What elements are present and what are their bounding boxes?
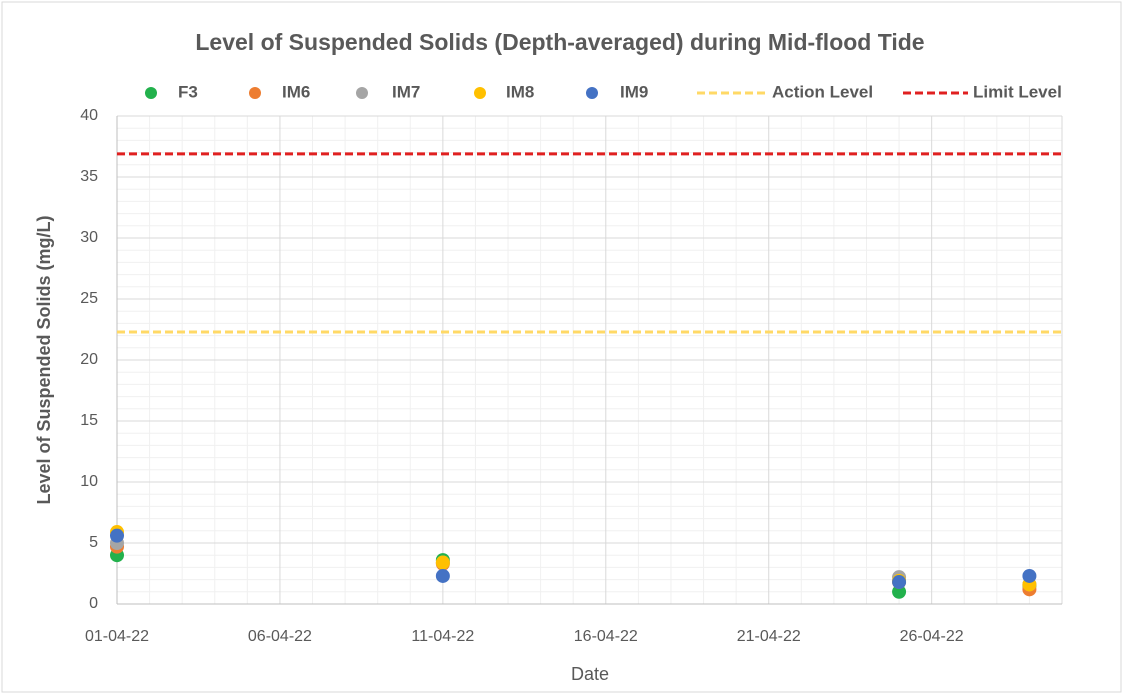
legend-label: F3: [178, 82, 198, 101]
chart-title: Level of Suspended Solids (Depth-average…: [195, 29, 924, 55]
y-tick-label: 10: [80, 473, 98, 490]
x-tick-label: 21-04-22: [737, 628, 801, 645]
legend-label: Action Level: [772, 82, 873, 101]
legend-marker: [249, 87, 261, 99]
y-tick-label: 30: [80, 229, 98, 246]
y-tick-label: 25: [80, 290, 98, 307]
x-tick-label: 11-04-22: [411, 628, 474, 645]
legend-label: IM7: [392, 82, 420, 101]
y-tick-label: 15: [80, 412, 98, 429]
x-tick-label: 01-04-22: [85, 628, 149, 645]
data-point: [435, 555, 450, 570]
legend-label: IM8: [506, 82, 534, 101]
legend-label: IM9: [620, 82, 648, 101]
legend-label: Limit Level: [973, 82, 1062, 101]
y-axis-label: Level of Suspended Solids (mg/L): [34, 215, 54, 504]
data-point: [892, 584, 907, 599]
x-tick-label: 06-04-22: [248, 628, 312, 645]
legend-label: IM6: [282, 82, 310, 101]
legend-marker: [145, 87, 157, 99]
x-tick-label: 16-04-22: [574, 628, 638, 645]
data-point: [110, 528, 124, 543]
x-axis-label: Date: [571, 664, 609, 684]
data-point: [892, 575, 907, 590]
legend-marker: [586, 87, 598, 99]
y-tick-label: 5: [89, 534, 98, 551]
y-tick-label: 0: [89, 595, 98, 612]
legend-marker: [356, 87, 368, 99]
y-tick-label: 20: [80, 351, 98, 368]
y-tick-label: 35: [80, 168, 98, 185]
data-point: [1022, 568, 1037, 583]
y-tick-label: 40: [80, 107, 98, 124]
data-point: [435, 568, 450, 583]
legend-marker: [474, 87, 486, 99]
x-tick-label: 26-04-22: [900, 628, 964, 645]
